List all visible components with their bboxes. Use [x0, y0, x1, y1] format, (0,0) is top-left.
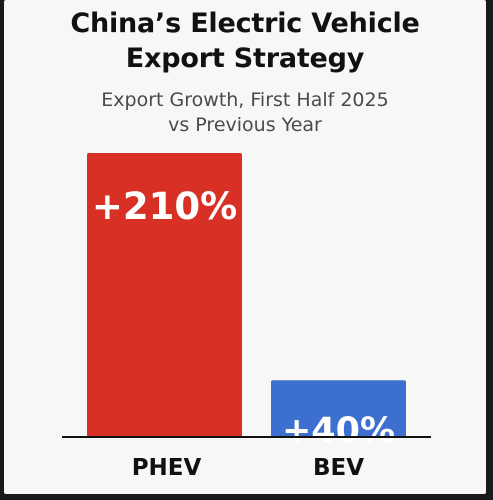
chart-card: China’s Electric Vehicle Export Strategy…: [4, 0, 486, 494]
category-label-bev: BEV: [313, 455, 364, 481]
category-label-phev: PHEV: [132, 455, 202, 481]
data-label-bev: +40%: [282, 411, 395, 451]
bar-bev: [271, 380, 406, 437]
data-label-phev: +210%: [92, 185, 237, 228]
bar-phev: [87, 153, 242, 437]
chart-title: China’s Electric Vehicle Export Strategy: [70, 8, 420, 74]
bar-chart: +210% PHEV +40% BEV: [62, 153, 431, 481]
chart-subtitle: Export Growth, First Half 2025 vs Previo…: [101, 89, 389, 136]
